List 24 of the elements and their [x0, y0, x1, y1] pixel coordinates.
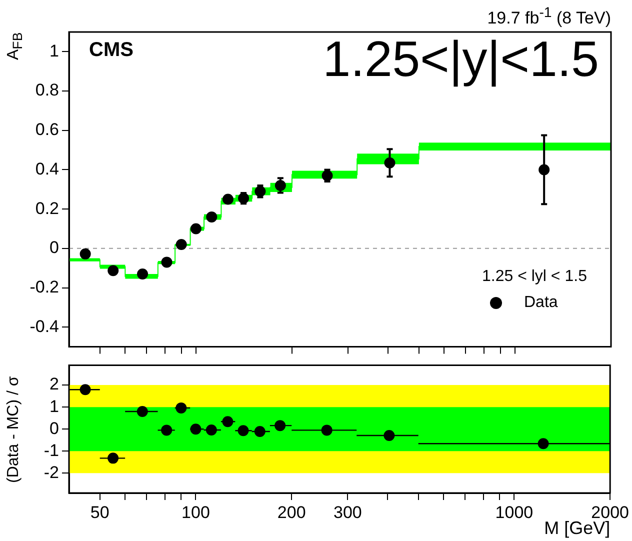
y-tick-label: 1 [50, 396, 59, 416]
y-axis-title: (Data - MC) / σ [5, 376, 22, 483]
x-tick-label: 200 [277, 502, 306, 522]
y-tick-label: -0.4 [30, 316, 59, 336]
y-tick-label: 0 [50, 418, 59, 438]
y-tick-label: 1 [50, 41, 59, 60]
y-tick-label: -1 [44, 440, 59, 460]
x-tick-label: 50 [90, 502, 110, 522]
y-tick-label: 0.2 [35, 198, 59, 218]
legend-label: Data [524, 294, 558, 312]
y-tick-label: 0.4 [35, 159, 59, 178]
x-tick-label: 300 [334, 502, 362, 522]
y-tick-label: -2 [44, 462, 59, 482]
y-tick-label: 0 [50, 238, 59, 258]
annotation: 1.25<|y|<1.5 [322, 31, 599, 87]
x-tick-label: 1000 [495, 502, 534, 522]
y-tick-label: 0.8 [35, 80, 59, 100]
legend-title: 1.25 < lyl < 1.5 [482, 268, 587, 286]
annotation: CMS [89, 39, 134, 61]
y-tick-label: 0.6 [35, 120, 59, 140]
x-tick-label: 100 [182, 502, 210, 522]
y-tick-label: -0.2 [30, 277, 59, 296]
y-tick-label: 2 [50, 374, 59, 394]
chart-title: 19.7 fb$^{-1}$ (8 TeV) [487, 5, 611, 28]
